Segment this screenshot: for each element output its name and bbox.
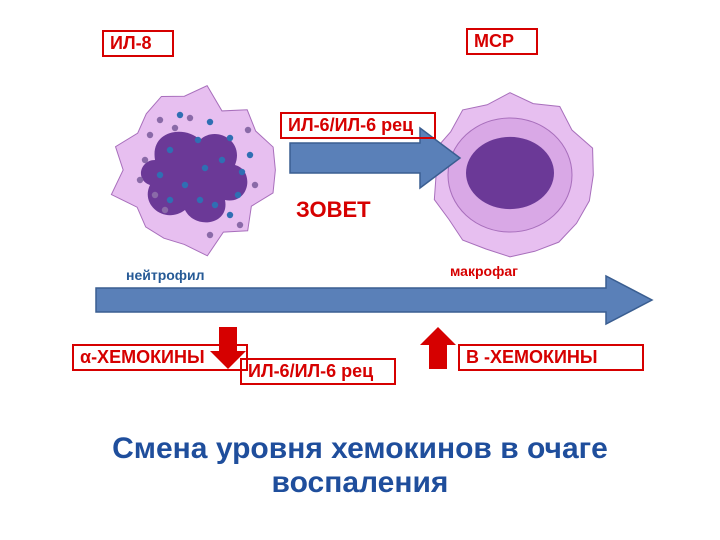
label-zovet: ЗОВЕТ [296,198,371,221]
text-mcp: MCP [474,31,514,51]
diagram-stage: ИЛ-8 MCP ИЛ-6/ИЛ-6 рец ИЛ-6/ИЛ-6 рец α-Х… [0,0,720,540]
box-mcp: MCP [466,28,538,55]
diagram-title: Смена уровня хемокинов в очаге воспалени… [80,432,640,500]
neutrophil-cell [95,70,295,270]
arrow-long [96,276,656,328]
box-beta-chemokines: Β -ХЕМОКИНЫ [458,344,644,371]
text-zovet: ЗОВЕТ [296,197,371,222]
box-il6-bot: ИЛ-6/ИЛ-6 рец [240,358,396,385]
box-il6-top: ИЛ-6/ИЛ-6 рец [280,112,436,139]
up-arrow-icon [418,327,458,373]
text-macrophage: макрофаг [450,263,518,279]
box-il8: ИЛ-8 [102,30,174,57]
text-beta: Β -ХЕМОКИНЫ [466,347,598,367]
label-macrophage: макрофаг [450,264,518,279]
text-il6-top: ИЛ-6/ИЛ-6 рец [288,115,413,135]
label-neutrophil: нейтрофил [126,268,205,283]
text-il8: ИЛ-8 [110,33,152,53]
text-neutrophil: нейтрофил [126,267,205,283]
text-il6-bot: ИЛ-6/ИЛ-6 рец [248,361,373,381]
title-text: Смена уровня хемокинов в очаге воспалени… [112,432,608,499]
box-alpha-chemokines: α-ХЕМОКИНЫ [72,344,248,371]
text-alpha: α-ХЕМОКИНЫ [80,347,205,367]
